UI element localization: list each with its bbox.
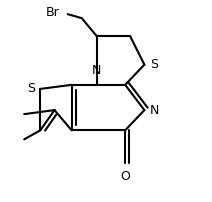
Text: O: O: [120, 170, 130, 183]
Text: Br: Br: [46, 6, 60, 19]
Text: S: S: [27, 82, 35, 95]
Text: N: N: [92, 64, 102, 77]
Text: N: N: [150, 104, 159, 117]
Text: S: S: [150, 58, 158, 71]
